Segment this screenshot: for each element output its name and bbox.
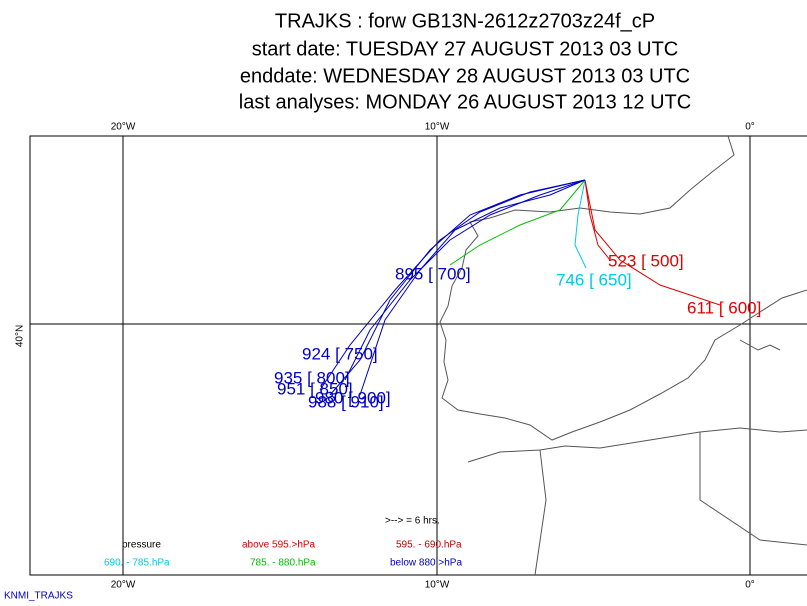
- legend-item: below 880.>hPa: [390, 558, 462, 569]
- legend: >--> = 6 hrs. pressure above 595.>hPa 59…: [104, 516, 462, 569]
- traj-label: 746 [ 650]: [556, 270, 632, 289]
- traj-label: 951 [ 850]: [277, 379, 353, 398]
- traj-label: 611 [ 600]: [687, 298, 761, 317]
- title-line: last analyses: MONDAY 26 AUGUST 2013 12 …: [239, 91, 691, 113]
- title-line: TRAJKS : forw GB13N-2612z2703z24f_cP: [275, 10, 655, 32]
- trajectory-lines: [319, 179, 721, 396]
- traj-label: 895 [ 700]: [395, 264, 471, 283]
- map-frame: [29, 135, 807, 576]
- legend-item: 595. - 690.hPa: [396, 540, 462, 551]
- arrow-note: >--> = 6 hrs.: [385, 516, 440, 527]
- lon-label: 10°W: [425, 580, 450, 591]
- lat-label: 40°N: [15, 325, 26, 347]
- coastline: [439, 135, 807, 576]
- traj-label: 988 [ 910]: [308, 392, 384, 411]
- axis-labels: 20°W 10°W 0° 20°W 10°W 0° 40°N: [15, 122, 755, 591]
- header: TRAJKS : forw GB13N-2612z2703z24f_cP sta…: [239, 10, 691, 113]
- graticule: [30, 136, 807, 575]
- traj-label: 924 [ 750]: [302, 344, 378, 363]
- trajectory-labels: 523 [ 500] 746 [ 650] 611 [ 600] 895 [ 7…: [274, 251, 761, 411]
- title-line: start date: TUESDAY 27 AUGUST 2013 03 UT…: [252, 38, 679, 60]
- lon-label: 0°: [745, 580, 755, 591]
- traj-label: 980 [ 900]: [315, 388, 391, 407]
- lon-label: 20°W: [111, 580, 136, 591]
- title-line: enddate: WEDNESDAY 28 AUGUST 2013 03 UTC: [240, 65, 690, 87]
- footer-credit: KNMI_TRAJKS: [4, 591, 73, 601]
- traj-label: 935 [ 800]: [274, 368, 350, 387]
- lon-label: 10°W: [425, 122, 450, 133]
- lon-label: 0°: [745, 122, 755, 133]
- legend-item: 690. - 785.hPa: [104, 558, 170, 569]
- legend-item: 785. - 880.hPa: [250, 558, 316, 569]
- traj-label: 523 [ 500]: [608, 251, 684, 270]
- legend-item: above 595.>hPa: [242, 540, 316, 551]
- legend-title: pressure: [122, 540, 161, 551]
- lon-label: 20°W: [111, 122, 136, 133]
